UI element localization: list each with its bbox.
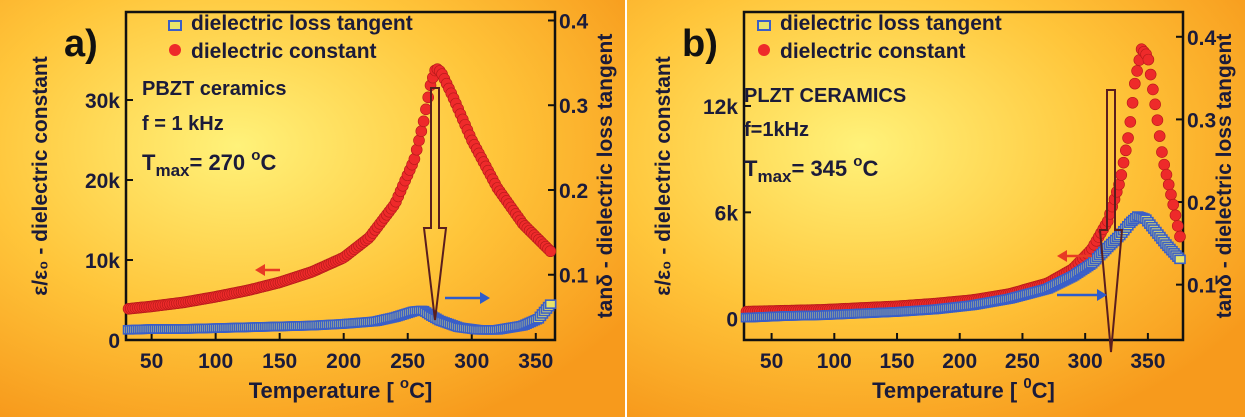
chart-a-plot-frame — [124, 10, 557, 342]
chart-a-y-left-tick-label: 10k — [85, 250, 120, 273]
chart-a-y-left-tick-label: 0 — [108, 330, 120, 353]
chart-a-y-left-tick-label: 30k — [85, 90, 120, 113]
chart-a-dielectric-constant-point — [422, 91, 435, 104]
chart-b-arrow-left-head — [1057, 250, 1067, 262]
chart-a-dielectric-constant-point — [420, 103, 432, 116]
chart-b-dielectric-constant-point — [1126, 96, 1139, 109]
chart-b-y-left-axis-label: ε/ε₀ - dielectric constant — [652, 56, 675, 295]
chart-b-dielectric-constant-point — [1151, 114, 1164, 126]
chart-a-annotation-tmax: Tmax= 270 oC — [142, 147, 276, 180]
chart-b-dielectric-constant-point — [1169, 209, 1182, 222]
chart-b-x-tick-label: 150 — [879, 350, 914, 373]
chart-b-dielectric-constant-point — [1158, 158, 1170, 171]
chart-a-dielectric-constant-point — [415, 125, 428, 137]
chart-b-dielectric-constant-point — [1115, 169, 1128, 181]
chart-b-dielectric-constant-point — [1153, 130, 1166, 142]
chart-b-panel-label: b) — [682, 23, 718, 65]
chart-b-dielectric-constant-point — [1147, 83, 1159, 96]
chart-b-x-axis-label: Temperature [ 0C] — [872, 375, 1055, 403]
chart-a-x-tick-label: 100 — [198, 350, 233, 373]
chart-a-y-left-axis-label: ε/ε₀ - dielectric constant — [29, 56, 52, 295]
chart-a-x-tick-label: 50 — [140, 350, 163, 373]
chart-panel-b: 50 100 150 200 250 300 350 0 6k 12k 0.1 0.2 0.3 0.4 Te… — [627, 0, 1245, 417]
chart-a-svg: 50 100 150 200 250 300 350 0 10k 20k 30k 0.1 0.2 0.3 0… — [0, 0, 625, 417]
chart-b-dielectric-constant-point — [1171, 220, 1184, 232]
chart-b-plot: 50 100 150 200 250 300 350 0 6k 12k 0.1 0.2 0.3 0.4 Te… — [652, 10, 1236, 403]
chart-b-dielectric-constant-point — [1131, 65, 1143, 77]
chart-b-dielectric-constant-point — [1149, 98, 1161, 111]
chart-a-dielectric-constant-point — [544, 245, 557, 258]
chart-a-annotation-frequency: f = 1 kHz — [142, 113, 224, 135]
chart-b-annotation-material: PLZT CERAMICS — [744, 85, 906, 107]
chart-a-x-tick-label: 250 — [390, 350, 425, 373]
chart-b-x-tick-label: 300 — [1068, 350, 1103, 373]
chart-a-y-right-tick-label: 0.2 — [559, 180, 588, 203]
chart-a-legend-loss-label: dielectric loss tangent — [191, 12, 413, 35]
chart-a-legend-loss-marker — [168, 20, 182, 31]
chart-b-dielectric-constant-point — [1144, 68, 1157, 81]
chart-b-dielectric-constant-point — [1165, 188, 1177, 201]
chart-a-dielectric-constant-point — [417, 115, 430, 128]
chart-b-dielectric-constant-point — [1162, 178, 1175, 191]
chart-b-dielectric-constant-point — [1174, 230, 1186, 243]
chart-b-y-left-tick-label: 0 — [726, 309, 738, 332]
chart-a-tmax-arrow — [422, 87, 448, 321]
chart-a-panel-label: a) — [64, 23, 98, 65]
chart-a-y-right-tick-label: 0.4 — [559, 10, 589, 33]
chart-b-loss-tangent-point — [1174, 254, 1186, 265]
chart-a-y-right-axis-label: tanδ - dielectric loss tangent — [594, 34, 617, 319]
chart-b-arrow-right-head — [1097, 289, 1107, 301]
chart-b-dielectric-constant-point — [1120, 144, 1132, 157]
chart-b-dielectric-constant-point — [1122, 132, 1134, 144]
chart-a-plot: 50 100 150 200 250 300 350 0 10k 20k 30k 0.1 0.2 0.3 0… — [29, 10, 617, 403]
chart-a-loss-tangent-point — [544, 299, 557, 309]
chart-b-y-right-tick-label: 0.3 — [1187, 109, 1216, 132]
chart-b-dielectric-constant-point — [1129, 77, 1141, 90]
chart-a-x-tick-label: 150 — [262, 350, 297, 373]
chart-b-x-tick-label: 100 — [817, 350, 852, 373]
chart-b-annotation-tmax: Tmax= 345 oC — [744, 153, 878, 186]
chart-a-legend-constant-marker — [169, 44, 181, 56]
chart-a-x-tick-label: 200 — [326, 350, 361, 373]
chart-b-x-tick-label: 350 — [1130, 350, 1165, 373]
chart-b-x-tick-label: 250 — [1005, 350, 1040, 373]
chart-a-annotation-material: PBZT ceramics — [142, 78, 287, 100]
chart-a-y-left-tick-label: 20k — [85, 170, 120, 193]
chart-a-x-axis-label: Temperature [ oC] — [249, 375, 433, 403]
chart-b-legend-loss-label: dielectric loss tangent — [780, 12, 1002, 35]
chart-a-legend-constant-label: dielectric constant — [191, 40, 377, 63]
chart-b-x-tick-label: 200 — [942, 350, 977, 373]
chart-b-plot-frame — [742, 10, 1185, 342]
chart-b-y-right-axis-label: tanδ - dielectric loss tangent — [1213, 34, 1236, 319]
chart-b-x-tick-label: 50 — [760, 350, 783, 373]
chart-b-y-right-tick-label: 0.1 — [1187, 275, 1217, 298]
chart-a-x-tick-label: 350 — [518, 350, 553, 373]
chart-a-background — [0, 0, 625, 417]
chart-b-dielectric-constant-point — [1142, 53, 1155, 66]
chart-b-y-left-tick-label: 6k — [715, 202, 739, 225]
chart-b-svg: 50 100 150 200 250 300 350 0 6k 12k 0.1 0.2 0.3 0.4 Te… — [627, 0, 1245, 417]
chart-b-y-right-tick-label: 0.2 — [1187, 192, 1216, 215]
chart-panel-a: 50 100 150 200 250 300 350 0 10k 20k 30k 0.1 0.2 0.3 0… — [0, 0, 625, 417]
chart-a-arrow-right-head — [480, 292, 490, 304]
chart-b-dielectric-constant-point — [1156, 146, 1168, 158]
panel-divider — [625, 0, 627, 417]
chart-b-tmax-arrow — [1098, 89, 1124, 353]
chart-a-y-right-tick-label: 0.3 — [559, 95, 588, 118]
chart-b-dielectric-constant-point — [1167, 198, 1180, 211]
chart-b-legend-constant-label: dielectric constant — [780, 40, 966, 63]
chart-a-y-right-tick-label: 0.1 — [559, 265, 589, 288]
chart-a-x-tick-label: 300 — [454, 350, 489, 373]
chart-b-dielectric-constant-point — [1124, 116, 1137, 128]
chart-b-y-left-tick-label: 12k — [703, 96, 738, 119]
chart-b-y-right-tick-label: 0.4 — [1187, 27, 1217, 50]
chart-b-dielectric-constant-point — [1160, 168, 1173, 181]
chart-b-legend-constant-marker — [758, 44, 770, 56]
chart-b-dielectric-constant-point — [1117, 156, 1130, 169]
chart-b-legend-loss-marker — [757, 20, 771, 31]
chart-b-annotation-frequency: f=1kHz — [744, 119, 809, 141]
chart-a-arrow-left-head — [255, 264, 265, 276]
